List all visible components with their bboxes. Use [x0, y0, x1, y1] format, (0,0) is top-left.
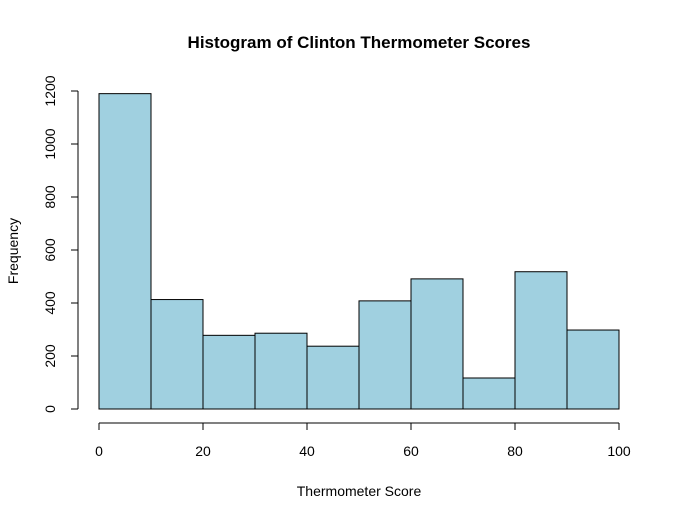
x-tick-label: 40 [299, 443, 315, 459]
y-axis: 0 200 400 600 800 1000 1200 [42, 75, 79, 413]
y-tick-label: 1200 [42, 75, 58, 106]
y-tick-label: 0 [42, 405, 58, 413]
x-axis: 0 20 40 60 80 100 [95, 422, 631, 459]
histogram-bar-50-60 [358, 300, 412, 410]
histogram-bar-60-70 [410, 278, 464, 410]
y-tick-label: 800 [42, 185, 58, 209]
y-axis-label: Frequency [5, 218, 21, 284]
y-tick-label: 600 [42, 238, 58, 262]
y-tick-label: 200 [42, 344, 58, 368]
x-tick-label: 0 [95, 443, 103, 459]
histogram-bar-20-30 [202, 334, 256, 410]
x-tick-label: 100 [607, 443, 631, 459]
x-tick-label: 20 [195, 443, 211, 459]
x-tick-label: 60 [403, 443, 419, 459]
chart-title: Histogram of Clinton Thermometer Scores [188, 33, 531, 52]
histogram-bar-40-50 [306, 345, 360, 410]
x-tick-label: 80 [507, 443, 523, 459]
histogram-bar-30-40 [254, 332, 308, 410]
histogram-bar-10-20 [150, 299, 204, 410]
y-tick-label: 400 [42, 291, 58, 315]
histogram-bar-90-100 [566, 329, 620, 410]
y-tick-label: 1000 [42, 128, 58, 159]
histogram-bar-0-10 [98, 93, 152, 410]
histogram-bar-80-90 [514, 271, 568, 410]
bars-group [98, 93, 620, 410]
histogram-bar-70-80 [462, 377, 516, 410]
x-axis-label: Thermometer Score [297, 483, 422, 499]
